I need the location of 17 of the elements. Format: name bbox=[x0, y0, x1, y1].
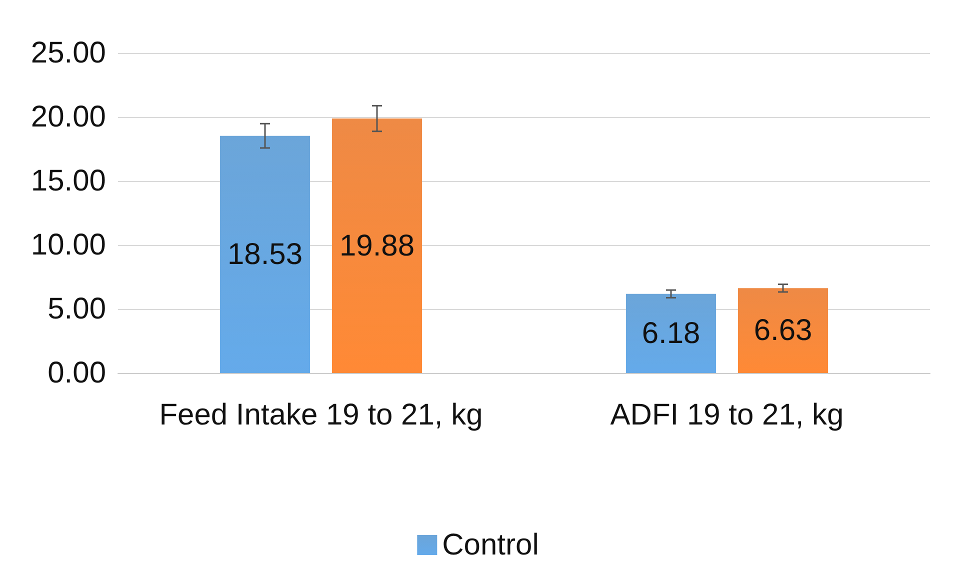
bar bbox=[332, 118, 422, 373]
x-tick-label: Feed Intake 19 to 21, kg bbox=[159, 398, 483, 432]
bar bbox=[220, 136, 310, 373]
data-label: 19.88 bbox=[339, 229, 415, 262]
y-tick-label: 0.00 bbox=[48, 356, 106, 390]
data-label: 6.63 bbox=[754, 314, 812, 348]
y-tick-label: 5.00 bbox=[48, 292, 106, 326]
legend-label: Control bbox=[442, 528, 539, 562]
bar bbox=[626, 294, 716, 373]
data-label: 6.18 bbox=[642, 316, 700, 350]
bar bbox=[738, 288, 828, 373]
y-tick-label: 15.00 bbox=[30, 164, 106, 198]
y-tick-label: 20.00 bbox=[30, 100, 106, 134]
y-tick-label: 25.00 bbox=[30, 36, 106, 70]
x-tick-label: ADFI 19 to 21, kg bbox=[610, 398, 844, 432]
data-label: 18.53 bbox=[227, 238, 303, 271]
y-tick-label: 10.00 bbox=[30, 228, 106, 262]
